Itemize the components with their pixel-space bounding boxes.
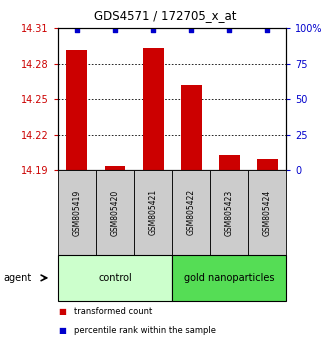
Text: ■: ■: [58, 307, 66, 316]
Point: [74, 27, 79, 33]
Bar: [105, 166, 125, 170]
Bar: [143, 48, 164, 170]
Text: GSM805424: GSM805424: [263, 189, 272, 235]
Point: [150, 27, 156, 33]
Point: [264, 27, 270, 33]
Text: GSM805420: GSM805420: [111, 189, 119, 235]
Text: transformed count: transformed count: [74, 307, 153, 316]
Text: GSM805421: GSM805421: [149, 189, 158, 235]
Point: [112, 27, 118, 33]
Bar: [67, 50, 87, 170]
Bar: [219, 155, 240, 170]
Bar: [181, 85, 202, 170]
Text: GSM805422: GSM805422: [187, 189, 196, 235]
Text: ■: ■: [58, 326, 66, 336]
Point: [188, 27, 194, 33]
Bar: [257, 159, 278, 170]
Text: agent: agent: [3, 273, 31, 283]
Text: gold nanoparticles: gold nanoparticles: [184, 273, 274, 283]
Point: [226, 27, 232, 33]
Text: GSM805419: GSM805419: [72, 189, 81, 235]
Text: percentile rank within the sample: percentile rank within the sample: [74, 326, 216, 336]
Text: GDS4571 / 172705_x_at: GDS4571 / 172705_x_at: [94, 9, 237, 22]
Text: control: control: [98, 273, 132, 283]
Text: GSM805423: GSM805423: [225, 189, 234, 235]
